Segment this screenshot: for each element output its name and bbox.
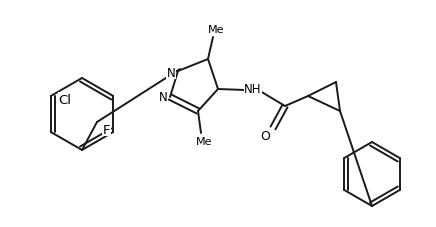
Text: N: N [167, 66, 175, 79]
Text: Me: Me [208, 25, 224, 35]
Text: Cl: Cl [58, 93, 72, 106]
Text: F: F [102, 123, 110, 136]
Text: NH: NH [244, 82, 262, 95]
Text: O: O [260, 130, 270, 143]
Text: Me: Me [196, 136, 212, 146]
Text: N: N [159, 90, 167, 103]
